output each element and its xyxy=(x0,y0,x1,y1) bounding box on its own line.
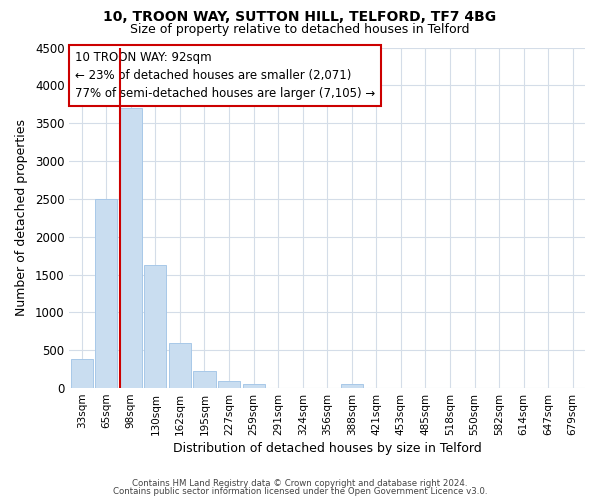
Bar xyxy=(193,370,215,388)
Bar xyxy=(95,199,118,388)
Bar xyxy=(169,344,191,388)
Text: 10 TROON WAY: 92sqm
← 23% of detached houses are smaller (2,071)
77% of semi-det: 10 TROON WAY: 92sqm ← 23% of detached ho… xyxy=(74,51,375,100)
Text: Contains HM Land Registry data © Crown copyright and database right 2024.: Contains HM Land Registry data © Crown c… xyxy=(132,478,468,488)
Bar xyxy=(218,381,240,388)
Bar xyxy=(341,384,363,388)
Text: Size of property relative to detached houses in Telford: Size of property relative to detached ho… xyxy=(130,22,470,36)
Y-axis label: Number of detached properties: Number of detached properties xyxy=(15,120,28,316)
Bar xyxy=(242,384,265,388)
Bar xyxy=(120,108,142,388)
Bar xyxy=(145,266,166,388)
Bar xyxy=(71,360,93,388)
X-axis label: Distribution of detached houses by size in Telford: Distribution of detached houses by size … xyxy=(173,442,482,455)
Text: Contains public sector information licensed under the Open Government Licence v3: Contains public sector information licen… xyxy=(113,487,487,496)
Text: 10, TROON WAY, SUTTON HILL, TELFORD, TF7 4BG: 10, TROON WAY, SUTTON HILL, TELFORD, TF7… xyxy=(103,10,497,24)
